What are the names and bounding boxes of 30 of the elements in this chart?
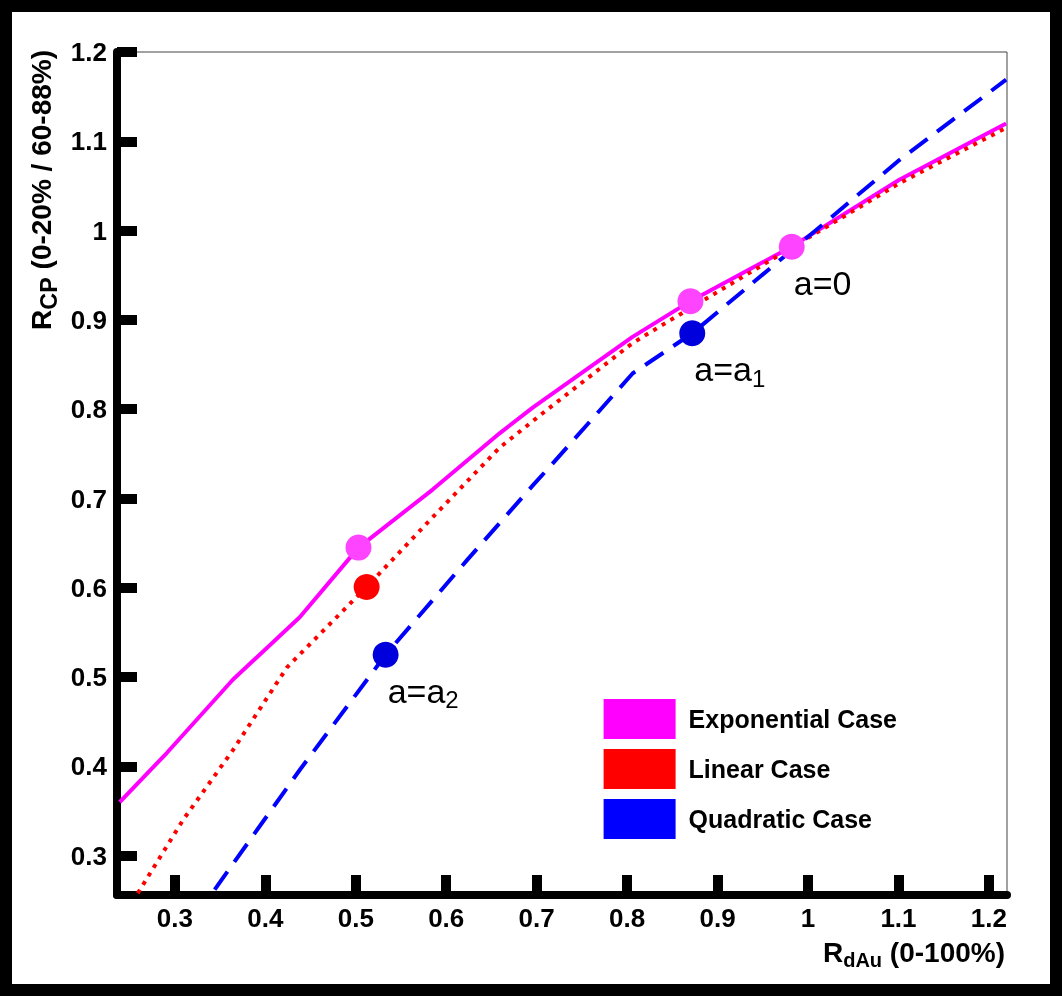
x-tick-label: 0.5 [337,903,374,933]
y-tick-label: 0.8 [70,394,107,425]
y-tick-label: 0.5 [70,662,107,693]
x-tick-label: 1.1 [880,903,917,933]
y-tick-label: 0.3 [70,840,107,871]
y-tick-label: 0.4 [70,751,108,782]
x-tick-label: 0.9 [699,903,736,933]
x-tick-label: 1.2 [970,903,1007,933]
x-tick-label: 0.8 [609,903,646,933]
annotation: a=0 [793,263,852,302]
legend-label: Exponential Case [688,705,898,733]
point [778,233,805,260]
y-tick-label: 1.1 [70,126,107,157]
x-tick-label: 0.7 [518,903,555,933]
point [353,573,380,600]
point [345,534,372,561]
legend-label: Linear Case [688,755,831,783]
point [677,288,704,315]
point [372,641,399,668]
y-tick-label: 1.2 [70,37,107,67]
x-tick-label: 1 [800,903,816,933]
y-tick-label: 1 [92,215,107,246]
x-tick-label: 0.3 [156,903,193,933]
x-tick-label: 0.4 [247,903,284,933]
y-tick-label: 0.9 [70,304,107,335]
y-tick-label: 0.6 [70,572,107,603]
y-tick-label: 0.7 [70,483,107,514]
x-tick-label: 0.6 [428,903,465,933]
legend-label: Quadratic Case [688,805,873,833]
point [679,320,706,347]
